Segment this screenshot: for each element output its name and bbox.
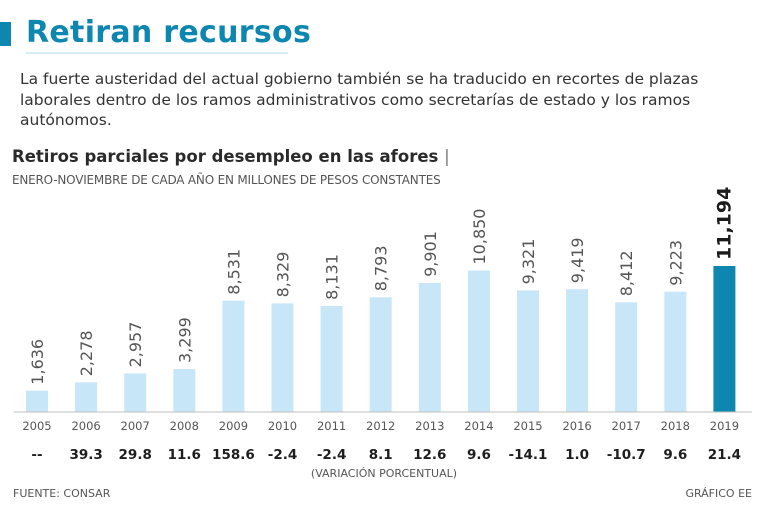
headline-accent-bar — [0, 22, 11, 46]
value-label-2010: 8,329 — [274, 252, 293, 298]
bar-2007 — [124, 373, 147, 412]
value-label-2011: 8,131 — [323, 254, 342, 300]
x-tick-2016: 2016 — [562, 419, 591, 433]
bar-chart: 1,636 2,278 2,957 3,299 8,531 8,329 8,131 8,793… — [14, 187, 752, 480]
bar-2019 — [713, 266, 736, 412]
variation-2008: 11.6 — [168, 447, 201, 463]
variation-2017: -10.7 — [607, 447, 646, 463]
variation-2009: 158.6 — [212, 447, 255, 463]
x-tick-2008: 2008 — [170, 419, 199, 433]
x-tick-2010: 2010 — [268, 419, 297, 433]
bars-layer — [26, 266, 736, 412]
x-tick-2005: 2005 — [22, 419, 51, 433]
x-tick-2013: 2013 — [415, 419, 444, 433]
variation-2016: 1.0 — [565, 447, 589, 463]
bar-2017 — [615, 302, 638, 412]
lede-paragraph: La fuerte austeridad del actual gobierno… — [20, 70, 699, 129]
variation-2014: 9.6 — [467, 447, 491, 463]
bar-2010 — [271, 303, 294, 412]
x-tick-2015: 2015 — [513, 419, 542, 433]
x-tick-2017: 2017 — [612, 419, 641, 433]
value-label-2015: 9,321 — [519, 239, 538, 285]
x-tick-2014: 2014 — [464, 419, 493, 433]
x-tick-2012: 2012 — [366, 419, 395, 433]
variation-2018: 9.6 — [663, 447, 687, 463]
value-label-2016: 9,419 — [568, 237, 587, 283]
value-label-2017: 8,412 — [617, 250, 636, 296]
value-label-2012: 8,793 — [372, 245, 391, 291]
bar-2009 — [222, 300, 245, 412]
value-label-2009: 8,531 — [224, 249, 243, 295]
variation-label: (VARIACIÓN PORCENTUAL) — [311, 467, 457, 480]
x-tick-2006: 2006 — [71, 419, 100, 433]
x-tick-2007: 2007 — [121, 419, 150, 433]
x-tick-2019: 2019 — [710, 419, 739, 433]
value-label-2008: 3,299 — [175, 317, 194, 363]
x-tick-2011: 2011 — [317, 419, 346, 433]
chart-title: Retiros parciales por desempleo en las a… — [12, 147, 450, 166]
bar-2006 — [75, 382, 98, 412]
variation-values: -- 39.3 29.8 11.6 158.6 -2.4 -2.4 8.1 12.6 9.6 -14… — [31, 447, 741, 463]
bar-2013 — [418, 282, 441, 412]
bar-2014 — [467, 270, 490, 412]
variation-2015: -14.1 — [509, 447, 548, 463]
chart-subtitle: ENERO-NOVIEMBRE DE CADA AÑO EN MILLONES … — [12, 173, 441, 187]
variation-2006: 39.3 — [69, 447, 102, 463]
variation-2010: -2.4 — [268, 447, 298, 463]
bar-2018 — [664, 291, 687, 412]
variation-2007: 29.8 — [119, 447, 152, 463]
x-tick-2018: 2018 — [661, 419, 690, 433]
headline: Retiran recursos — [26, 15, 312, 50]
bar-2015 — [517, 290, 539, 412]
bar-2008 — [173, 369, 196, 412]
variation-2019: 21.4 — [708, 447, 741, 463]
bar-2016 — [566, 289, 589, 412]
value-label-2013: 9,901 — [421, 231, 440, 277]
value-label-2006: 2,278 — [77, 330, 96, 376]
bar-2005 — [26, 390, 48, 412]
value-labels-layer: 1,636 2,278 2,957 3,299 8,531 8,329 8,131 8,793… — [28, 187, 735, 385]
value-label-2019: 11,194 — [713, 187, 735, 260]
variation-2012: 8.1 — [369, 447, 393, 463]
value-label-2014: 10,850 — [470, 209, 489, 265]
bar-2011 — [320, 305, 343, 412]
variation-2013: 12.6 — [413, 447, 446, 463]
value-label-2005: 1,636 — [28, 339, 47, 385]
source-note: FUENTE: CONSAR — [13, 487, 111, 500]
graphic-credit: GRÁFICO EE — [685, 487, 752, 500]
x-tick-2009: 2009 — [219, 419, 248, 433]
x-tick-labels: 2005 2006 2007 2008 2009 2010 2011 2012 2013 2014… — [22, 419, 739, 433]
headline-rule — [26, 52, 288, 54]
variation-2005: -- — [31, 447, 42, 463]
value-label-2007: 2,957 — [126, 322, 145, 368]
bar-2012 — [369, 297, 392, 412]
value-label-2018: 9,223 — [666, 240, 685, 286]
variation-2011: -2.4 — [317, 447, 347, 463]
